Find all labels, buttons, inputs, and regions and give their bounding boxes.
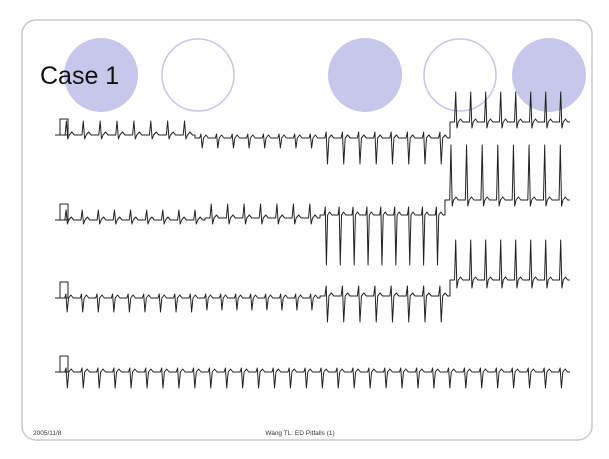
deco-circle xyxy=(328,38,402,112)
page: {"slide": {"title": "Case 1", "footer_da… xyxy=(0,0,609,459)
footer-text: Wang TL: ED Pitfalls (1) xyxy=(265,430,334,437)
slide: Case 1 2005/11/8 Wang TL: ED Pitfalls (1… xyxy=(0,0,609,459)
deco-circle xyxy=(162,39,234,111)
deco-circle xyxy=(512,38,586,112)
footer-date: 2005/11/8 xyxy=(33,430,62,437)
slide-title: Case 1 xyxy=(40,62,119,90)
